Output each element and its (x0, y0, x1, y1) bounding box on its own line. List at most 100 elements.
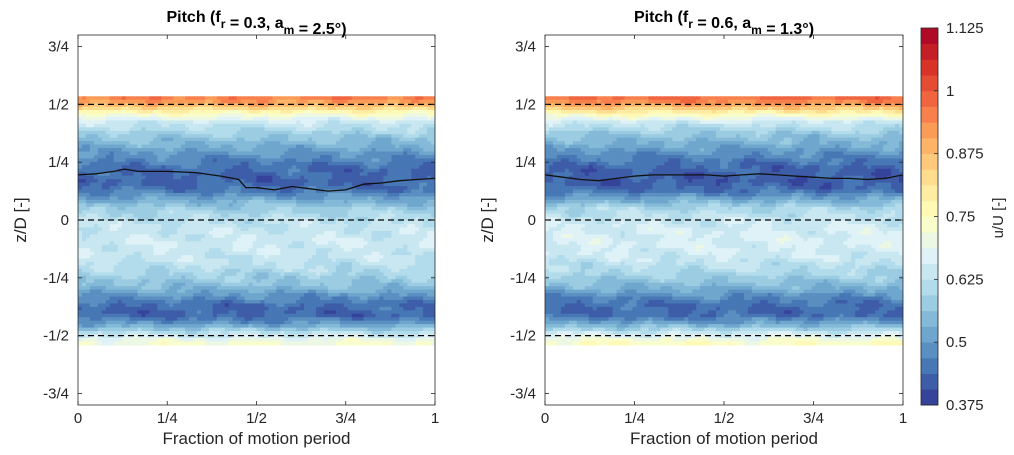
field-cell (197, 227, 202, 232)
field-cell (153, 192, 158, 198)
field-cell (331, 141, 337, 146)
field-cell (228, 179, 234, 184)
field-cell (89, 165, 95, 170)
field-cell (304, 262, 309, 267)
field-cell (296, 262, 301, 267)
field-cell (284, 213, 289, 218)
field-cell (339, 134, 345, 139)
field-cell (117, 96, 123, 101)
field-cell (363, 134, 369, 139)
field-cell (105, 103, 111, 108)
field-cell (319, 120, 325, 125)
field-cell (208, 99, 214, 104)
field-cell (379, 165, 385, 170)
field-cell (117, 234, 123, 239)
field-cell (185, 244, 190, 249)
field-cell (161, 148, 166, 153)
field-cell (431, 99, 435, 104)
field-cell (145, 262, 150, 267)
field-cell (292, 237, 297, 242)
field-cell (89, 244, 95, 249)
field-cell (105, 282, 111, 287)
field-cell (232, 158, 238, 163)
field-cell (268, 192, 273, 198)
field-cell (423, 168, 428, 173)
field-cell (117, 158, 123, 163)
field-cell (121, 265, 127, 270)
field-cell (276, 154, 281, 160)
field-cell (347, 230, 353, 235)
field-cell (284, 265, 289, 270)
field-cell (109, 258, 115, 263)
field-cell (363, 113, 369, 118)
field-cell (300, 99, 305, 104)
field-cell (323, 127, 329, 132)
field-cell (415, 137, 420, 142)
field-cell (419, 161, 424, 166)
field-cell (355, 158, 361, 163)
field-cell (375, 151, 381, 156)
field-cell (141, 144, 147, 149)
field-cell (256, 237, 262, 242)
field-cell (236, 130, 242, 135)
field-cell (268, 217, 273, 222)
field-cell (296, 241, 301, 246)
field-cell (304, 110, 309, 115)
field-cell (169, 192, 174, 198)
field-cell (149, 206, 154, 211)
field-cell (427, 255, 432, 260)
field-cell (431, 154, 435, 160)
field-cell (240, 268, 246, 273)
field-cell (335, 244, 341, 249)
field-cell (101, 117, 107, 122)
field-cell (181, 117, 186, 122)
field-cell (399, 127, 404, 132)
field-cell (264, 251, 269, 256)
field-cell (85, 248, 91, 253)
field-cell (197, 130, 202, 135)
field-cell (212, 199, 218, 204)
field-cell (276, 137, 281, 142)
field-cell (331, 99, 337, 104)
field-cell (125, 134, 131, 139)
field-cell (125, 137, 131, 142)
field-cell (256, 265, 262, 270)
field-cell (399, 258, 404, 263)
field-cell (173, 224, 178, 229)
field-cell (93, 230, 99, 235)
field-cell (101, 206, 107, 211)
field-cell (367, 106, 373, 111)
field-cell (181, 199, 186, 204)
field-cell (280, 210, 285, 215)
field-cell (399, 106, 404, 111)
field-cell (319, 99, 325, 104)
field-cell (177, 148, 182, 153)
field-cell (224, 96, 230, 101)
field-cell (204, 275, 210, 280)
field-cell (351, 161, 357, 166)
field-cell (129, 151, 135, 156)
field-cell (288, 237, 293, 242)
field-cell (89, 210, 95, 215)
field-cell (212, 210, 218, 215)
field-cell (85, 113, 91, 118)
field-cell (93, 168, 99, 173)
field-cell (141, 258, 147, 263)
field-cell (89, 227, 95, 232)
field-cell (339, 154, 345, 160)
field-cell (391, 192, 396, 198)
field-cell (419, 99, 424, 104)
field-cell (220, 117, 226, 122)
field-cell (276, 117, 281, 122)
field-cell (272, 237, 277, 242)
field-cell (129, 268, 135, 273)
field-cell (161, 96, 166, 101)
field-cell (129, 182, 135, 187)
field-cell (292, 251, 297, 256)
field-cell (339, 172, 345, 177)
field-cell (216, 272, 222, 277)
field-cell (256, 148, 262, 153)
field-cell (129, 148, 135, 153)
field-cell (363, 110, 369, 115)
field-cell (81, 123, 87, 128)
